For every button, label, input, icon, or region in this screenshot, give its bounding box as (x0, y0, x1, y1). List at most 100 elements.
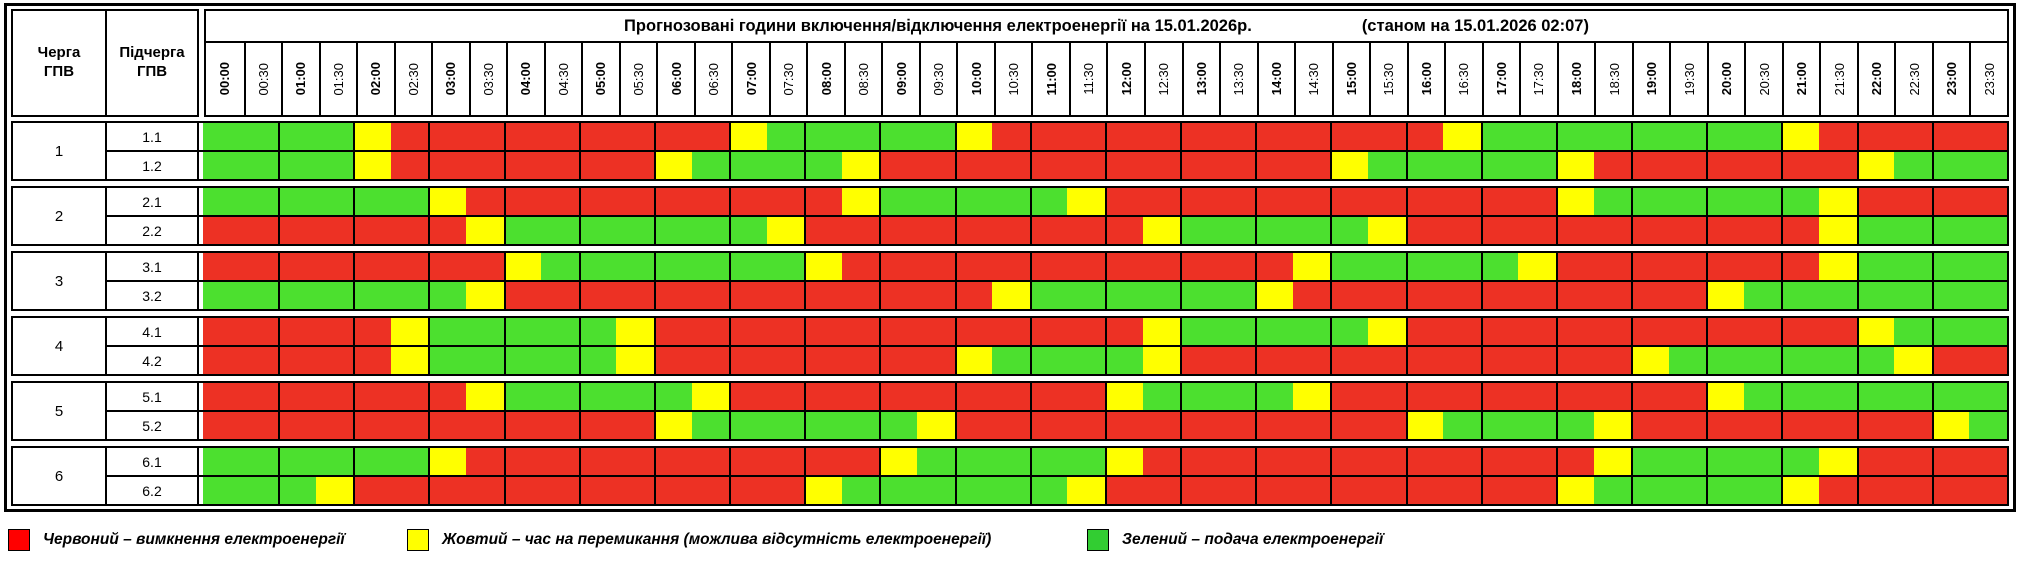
schedule-cell (691, 318, 730, 345)
schedule-cell (315, 383, 354, 410)
schedule-cell (1631, 448, 1669, 475)
schedule-cell (992, 383, 1030, 410)
schedule-cell (653, 347, 692, 374)
schedule-cell (1443, 282, 1481, 309)
schedule-cell (278, 253, 316, 280)
schedule-cell (992, 412, 1030, 439)
schedule-cell (1856, 253, 1895, 280)
queue-blocks: 1 1.1 1.2 2 2.1 2.2 3 3.1 3.2 4 4.1 4.2 5 5.1 5.2 6 6.1 6… (11, 121, 2009, 506)
schedule-cell (1443, 253, 1481, 280)
schedule-cell (766, 347, 805, 374)
schedule-cell (1856, 477, 1895, 504)
schedule-cell (653, 412, 692, 439)
schedule-cell (1029, 383, 1068, 410)
schedule-cells (203, 217, 2007, 244)
schedule-cell (729, 152, 767, 179)
schedule-cell (541, 477, 579, 504)
time-label: 15:30 (1369, 43, 1407, 115)
schedule-row: 4.2 (107, 345, 2007, 374)
schedule-cell (1706, 253, 1744, 280)
schedule-cell (1819, 477, 1857, 504)
schedule-cell (240, 123, 279, 150)
page-title: Прогнозовані години включення/відключенн… (624, 16, 1252, 35)
schedule-cell (1029, 448, 1068, 475)
schedule-cell (729, 188, 767, 215)
schedule-cell (841, 412, 880, 439)
schedule-cell (1330, 152, 1369, 179)
schedule-cell (541, 347, 579, 374)
schedule-cell (353, 152, 391, 179)
queue-block: 3 3.1 3.2 (11, 251, 2009, 311)
schedule-cell (240, 217, 279, 244)
queue-block: 6 6.1 6.2 (11, 446, 2009, 506)
schedule-cell (1931, 188, 1970, 215)
schedule-cell (1593, 282, 1632, 309)
schedule-cell (691, 253, 730, 280)
time-label: 18:30 (1594, 43, 1632, 115)
schedule-cell (1743, 282, 1782, 309)
schedule-cells (203, 188, 2007, 215)
schedule-cell (1743, 448, 1782, 475)
legend-item: Жовтий – час на перемикання (можлива від… (407, 529, 991, 551)
schedule-cell (1067, 477, 1105, 504)
schedule-cell (1217, 123, 1256, 150)
time-label: 16:00 (1406, 43, 1445, 115)
schedule-cell (203, 152, 241, 179)
schedule-cell (1706, 448, 1744, 475)
schedule-cells (203, 123, 2007, 150)
schedule-cell (1104, 123, 1143, 150)
schedule-cell (1480, 282, 1519, 309)
schedule-cell (1969, 253, 2007, 280)
time-label: 00:30 (243, 43, 282, 115)
schedule-cell (1931, 282, 1970, 309)
schedule-cell (1518, 448, 1556, 475)
schedule-cell (1969, 152, 2007, 179)
schedule-cell (766, 448, 805, 475)
schedule-cell (1292, 318, 1331, 345)
schedule-cell (616, 347, 654, 374)
schedule-cell (1180, 383, 1218, 410)
schedule-cell (1969, 412, 2007, 439)
schedule-cell (1555, 253, 1594, 280)
schedule-cell (203, 448, 241, 475)
schedule-cell (653, 318, 692, 345)
schedule-cell (1931, 253, 1970, 280)
schedule-cell (1856, 318, 1895, 345)
schedule-cell (503, 412, 542, 439)
schedule-cell (1180, 217, 1218, 244)
schedule-cell (1894, 152, 1932, 179)
schedule-cell (1706, 412, 1744, 439)
schedule-cell (428, 448, 467, 475)
schedule-cell (766, 477, 805, 504)
schedule-cell (1931, 318, 1970, 345)
schedule-cell (541, 188, 579, 215)
schedule-cell (1931, 412, 1970, 439)
schedule-cell (1255, 282, 1293, 309)
schedule-cell (992, 253, 1030, 280)
schedule-cell (1292, 217, 1331, 244)
schedule-cell (240, 347, 279, 374)
schedule-cell (1180, 253, 1218, 280)
schedule-cell (766, 318, 805, 345)
schedule-cell (353, 477, 391, 504)
schedule-cell (503, 253, 542, 280)
schedule-cell (616, 217, 654, 244)
schedule-cell (428, 412, 467, 439)
schedule-table: Черга ГПВ Підчерга ГПВ Прогнозовані годи… (4, 3, 2016, 512)
schedule-cell (466, 253, 504, 280)
schedule-cell (541, 282, 579, 309)
schedule-cell (353, 318, 391, 345)
schedule-cell (1368, 412, 1406, 439)
schedule-cell (428, 318, 467, 345)
schedule-cell (954, 188, 993, 215)
schedule-cell (1856, 152, 1895, 179)
schedule-cell (992, 318, 1030, 345)
schedule-cell (879, 123, 918, 150)
schedule-cell (541, 412, 579, 439)
schedule-cell (1480, 347, 1519, 374)
schedule-cell (1255, 318, 1293, 345)
schedule-cell (203, 217, 241, 244)
schedule-cell (1368, 217, 1406, 244)
time-label: 17:30 (1519, 43, 1557, 115)
schedule-cell (203, 188, 241, 215)
